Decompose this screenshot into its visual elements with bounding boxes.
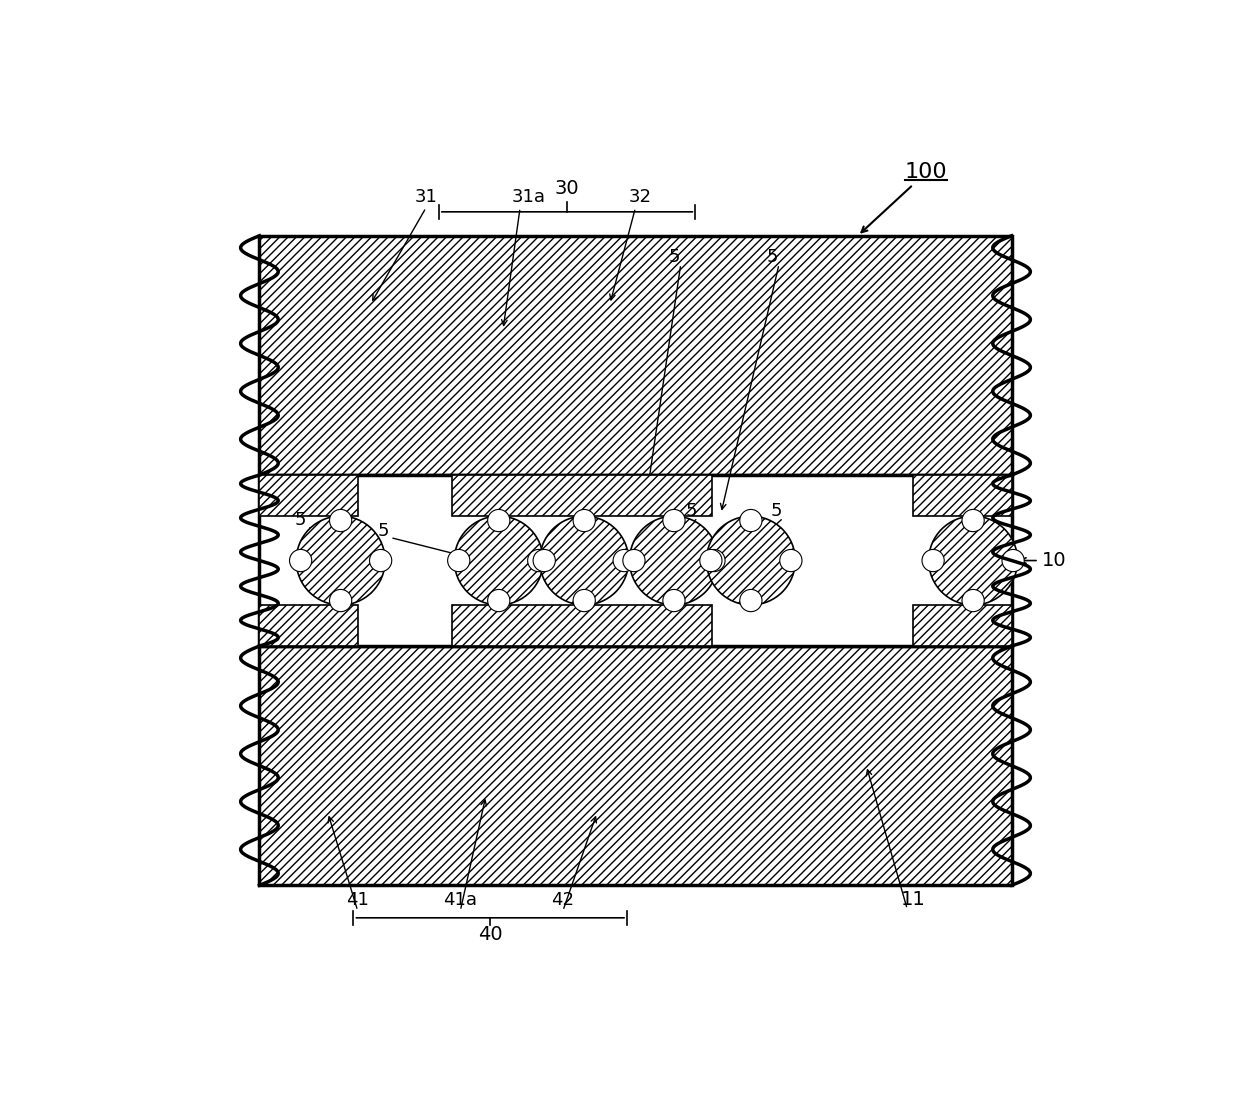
Circle shape [1002,549,1024,572]
Circle shape [923,549,944,572]
Text: 31a: 31a [512,188,546,205]
Circle shape [740,589,763,612]
Circle shape [539,516,629,605]
Circle shape [330,509,352,532]
Bar [259,475,1012,646]
Text: 11: 11 [901,890,925,909]
Circle shape [962,589,985,612]
Text: 5: 5 [378,522,389,539]
Text: 32: 32 [629,188,651,205]
Circle shape [528,549,549,572]
Bar [451,475,713,516]
Text: 31: 31 [414,188,438,205]
Circle shape [487,509,510,532]
Bar [259,605,357,646]
Circle shape [929,516,1018,605]
Text: 5: 5 [771,502,782,519]
Circle shape [962,509,985,532]
Text: 42: 42 [552,891,574,909]
Circle shape [703,549,725,572]
Bar [914,605,1012,646]
Bar [259,475,357,516]
Circle shape [448,549,470,572]
Circle shape [613,549,635,572]
Circle shape [289,549,311,572]
Circle shape [533,549,556,572]
Circle shape [454,516,543,605]
Text: 10: 10 [1042,551,1066,571]
Text: 5: 5 [668,249,680,266]
Circle shape [663,509,684,532]
Circle shape [699,549,722,572]
Text: 40: 40 [477,926,502,945]
Circle shape [487,589,510,612]
Text: 5: 5 [295,511,306,528]
Text: 30: 30 [554,179,579,199]
Circle shape [573,509,595,532]
Bar [914,475,1012,516]
Bar [451,605,713,646]
Text: 41a: 41a [443,891,477,909]
Circle shape [573,589,595,612]
Text: 100: 100 [905,162,947,182]
Circle shape [630,516,718,605]
Bar [259,235,1012,475]
Circle shape [330,589,352,612]
Circle shape [707,516,795,605]
Text: 5: 5 [686,502,697,519]
Circle shape [740,509,763,532]
Circle shape [370,549,392,572]
Circle shape [296,516,386,605]
Circle shape [663,589,684,612]
Circle shape [780,549,802,572]
Text: 5: 5 [766,249,777,266]
Text: 41: 41 [346,891,370,909]
Bar [259,646,1012,886]
Circle shape [622,549,645,572]
